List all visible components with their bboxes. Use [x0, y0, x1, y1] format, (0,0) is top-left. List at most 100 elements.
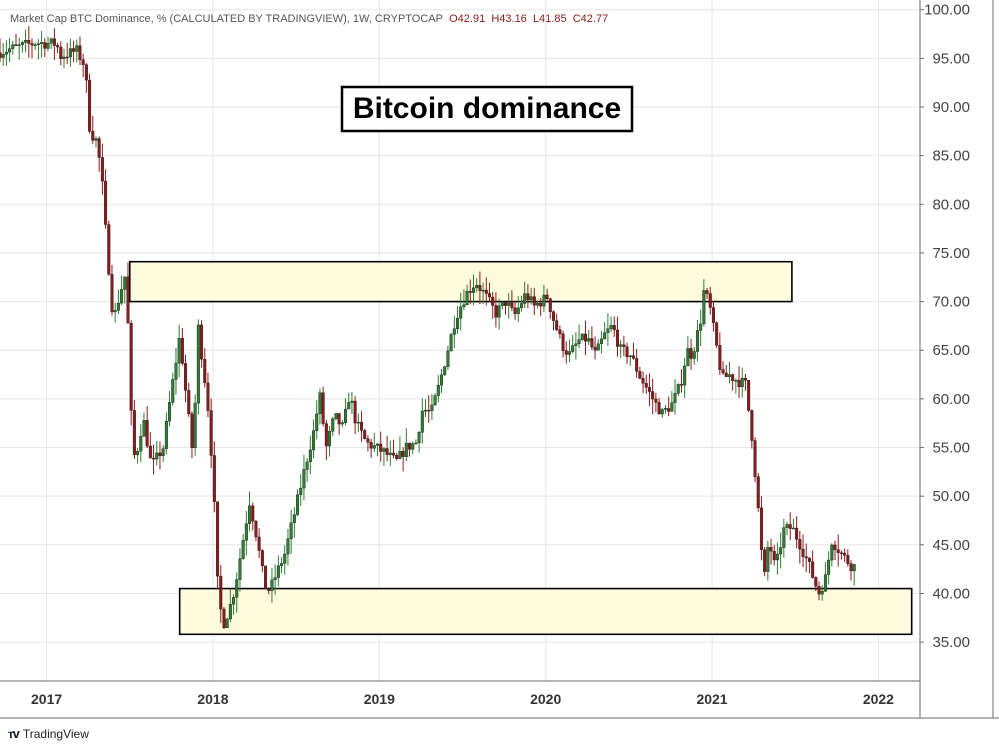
candle-body — [673, 393, 677, 403]
candle-body — [475, 285, 479, 289]
candle-body — [686, 348, 690, 367]
candle-body — [43, 42, 47, 49]
candle-body — [663, 408, 667, 410]
candle-body — [727, 374, 731, 377]
candle-body — [56, 45, 60, 48]
candle-body — [440, 374, 444, 386]
candle-body — [84, 64, 88, 81]
candle-body — [628, 355, 632, 358]
candle-body — [606, 328, 610, 333]
candle-body — [187, 390, 191, 415]
candle-body — [551, 311, 555, 321]
candle-body — [503, 301, 507, 306]
candle-body — [395, 455, 399, 459]
candle-body — [849, 563, 853, 572]
candle-body — [404, 442, 408, 457]
candle-body — [852, 564, 856, 572]
candle-body — [270, 579, 274, 591]
candle-body — [238, 558, 242, 580]
candle-body — [305, 461, 309, 470]
candle-body — [519, 303, 523, 309]
candle-body — [289, 522, 293, 539]
candle-body — [625, 346, 629, 358]
candle-body — [126, 276, 130, 324]
candle-body — [436, 385, 440, 396]
candle-body — [481, 289, 485, 292]
y-tick-label: 85.00 — [932, 148, 970, 165]
candle-body — [174, 362, 178, 380]
candle-body — [660, 409, 664, 415]
candle-body — [171, 379, 175, 403]
legend-high: H43.16 — [491, 13, 527, 25]
candle-body — [340, 422, 344, 425]
candle-body — [526, 293, 530, 300]
candle-body — [244, 523, 248, 541]
chart-title-box: Bitcoin dominance — [340, 85, 634, 133]
candle-body — [36, 43, 40, 45]
candle-body — [312, 430, 316, 451]
candle-body — [52, 38, 56, 46]
candle-body — [206, 382, 210, 411]
candle-body — [401, 451, 405, 457]
candle-body — [468, 290, 472, 293]
candle-body — [24, 40, 28, 43]
candle-body — [260, 550, 264, 567]
candle-body — [574, 343, 578, 346]
candle-body — [17, 44, 21, 46]
candle-body — [702, 290, 706, 325]
candle-body — [222, 608, 226, 628]
candle-body — [273, 577, 277, 581]
candle-body — [507, 302, 511, 306]
y-tick-label: 45.00 — [932, 537, 970, 554]
candle-body — [315, 413, 319, 431]
tradingview-logo-icon: ⲧv — [8, 726, 20, 741]
y-tick-label: 90.00 — [932, 99, 970, 116]
candle-body — [785, 524, 789, 528]
candle-body — [398, 451, 402, 459]
candle-body — [142, 420, 146, 437]
support-zone — [178, 587, 913, 636]
candle-body — [193, 402, 197, 448]
candle-body — [356, 421, 360, 424]
candle-body — [148, 445, 152, 459]
candle-body — [328, 431, 332, 447]
candle-body — [430, 404, 434, 411]
title-frame — [340, 85, 634, 133]
candle-body — [164, 420, 168, 449]
candle-body — [497, 305, 501, 318]
candle-body — [8, 48, 12, 53]
candle-body — [228, 604, 232, 620]
branding[interactable]: ⲧv TradingView — [8, 726, 89, 742]
candle-body — [299, 487, 303, 495]
candle-body — [644, 383, 648, 388]
candle-body — [369, 442, 373, 449]
candle-body — [264, 565, 268, 589]
candle-body — [631, 355, 635, 359]
x-tick-label: 2020 — [530, 691, 561, 707]
y-tick-label: 75.00 — [932, 245, 970, 262]
candle-body — [465, 290, 469, 305]
candle-body — [161, 448, 165, 456]
candle-body — [791, 527, 795, 530]
candle-body — [587, 338, 591, 342]
candle-body — [830, 544, 834, 561]
candle-body — [459, 306, 463, 319]
candle-body — [487, 293, 491, 298]
candle-body — [846, 555, 850, 564]
candle-body — [705, 290, 709, 294]
candle-body — [337, 413, 341, 425]
candle-body — [843, 552, 847, 556]
candle-body — [612, 325, 616, 331]
candle-body — [180, 338, 184, 364]
candle-body — [827, 559, 831, 575]
candle-body — [385, 448, 389, 455]
candle-body — [62, 56, 66, 59]
candle-body — [683, 365, 687, 386]
x-tick-label: 2021 — [696, 691, 727, 707]
candle-body — [564, 350, 568, 355]
candle-body — [318, 392, 322, 415]
candle-body — [132, 410, 136, 456]
candle-body — [718, 345, 722, 370]
